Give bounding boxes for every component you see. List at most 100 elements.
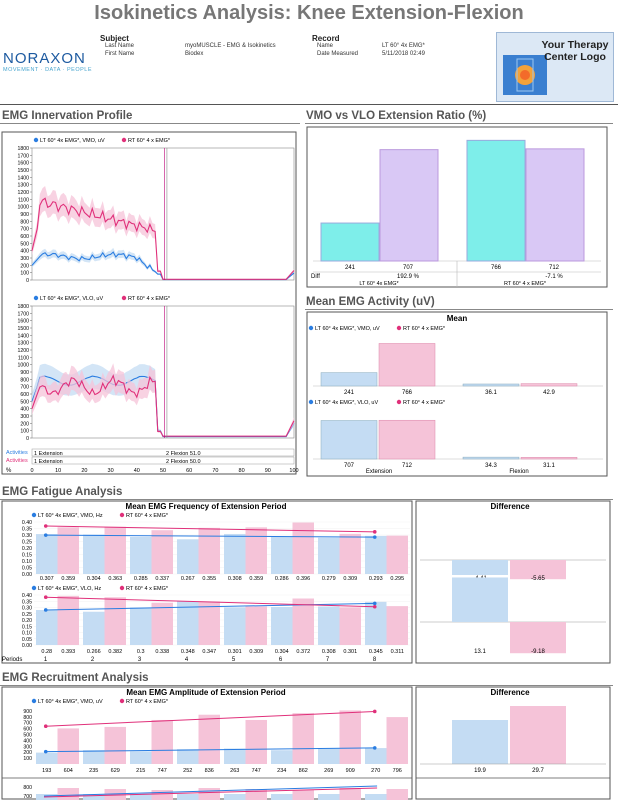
activity-rt-ext: 1 Extension	[34, 459, 63, 465]
fatigue-value-rt: 0.295	[390, 576, 404, 582]
recruit-value-lt: 263	[230, 768, 239, 774]
fatigue-y-label: 0.40	[22, 520, 32, 526]
y-tick-label: 500	[20, 241, 29, 247]
legend-lt-vlo: LT 60° 4x EMG*, VLO, uV	[40, 296, 103, 302]
y-tick-label: 300	[20, 414, 29, 420]
y-tick-label: 800	[20, 219, 29, 225]
recruit-bar-lt	[318, 748, 340, 764]
recruit2-bar-rt	[245, 789, 267, 800]
y-tick-label: 200	[20, 263, 29, 269]
fatigue-bar-rt	[57, 527, 79, 574]
recruit-y-label: 700	[23, 721, 32, 727]
knee-image-icon	[503, 55, 547, 95]
fatigue-bar-rt	[57, 595, 79, 645]
lt-recruit-trend-end	[372, 746, 377, 750]
fatigue-legend-lt-dot-2	[31, 585, 37, 591]
fatigue-value-rt: 0.311	[391, 649, 404, 655]
recruit-bar-lt	[36, 752, 58, 764]
ratio-diff: -7.1 %	[545, 274, 563, 280]
brand-tagline: MOVEMENT · DATA · PEOPLE	[3, 67, 93, 73]
fatigue-value-lt: 0.348	[181, 649, 195, 655]
recruit-bar-lt	[130, 751, 152, 764]
mean-bar-label: 34.3	[485, 463, 497, 469]
recruit-value-lt: 270	[371, 768, 380, 774]
fatigue-value-rt: 0.337	[155, 576, 169, 582]
subject-val-lastname: myoMUSCLE - EMG & Isokinetics	[185, 43, 276, 49]
brand-logo: NORAXON MOVEMENT · DATA · PEOPLE	[3, 50, 95, 73]
fatigue-bar-rt	[104, 526, 126, 574]
y-tick-label: 1600	[17, 319, 29, 325]
fatigue-bar-lt	[177, 601, 199, 645]
x-tick-label: 10	[55, 468, 61, 474]
mean-bar-label: 712	[402, 463, 413, 469]
recruit2-bar-rt	[339, 788, 361, 800]
recruitment-legend-rt: RT 60° 4 x EMG*	[126, 699, 169, 705]
diff-bar	[452, 577, 508, 622]
fatigue-bar-lt	[224, 533, 246, 574]
fatigue-legend-lt-dot	[31, 512, 37, 518]
x-tick-label: 80	[239, 468, 245, 474]
ratio-value-vmo: 241	[345, 265, 356, 271]
x-tick-label: 50	[160, 468, 166, 474]
mean-subtitle: Mean	[447, 314, 468, 323]
mean-bar	[378, 419, 436, 460]
rt-recruit-trend	[45, 710, 375, 727]
fatigue-y-label: 0.20	[22, 546, 32, 552]
mean-bar	[520, 457, 578, 460]
ratio-value-vlo: 712	[549, 265, 560, 271]
fatigue-y-label: 0.10	[22, 631, 32, 637]
fatigue-value-lt: 0.308	[322, 649, 336, 655]
recruit2-bar-rt	[386, 789, 408, 800]
record-val-date: 5/11/2018 02:49	[382, 51, 425, 57]
fatigue-value-lt: 0.304	[87, 576, 101, 582]
y-tick-label: 1000	[17, 363, 29, 369]
record-block: Record Name LT 60° 4x EMG* Date Measured…	[312, 34, 482, 59]
recruit2-bar-rt	[104, 789, 126, 800]
recruit2-bar-rt	[198, 788, 220, 800]
fatigue-value-lt: 0.286	[275, 576, 289, 582]
lt-recruit-trend-start	[43, 749, 48, 754]
y-tick-label: 0	[26, 278, 29, 284]
lt-recruit-trend	[45, 747, 375, 753]
legend-rt: RT 60° 4 x EMG*	[128, 138, 171, 144]
y-tick-label: 400	[20, 407, 29, 413]
fatigue-y-label: 0.40	[22, 593, 32, 599]
recruitment-chart-title: Mean EMG Amplitude of Extension Period	[126, 688, 285, 697]
legend-lt-dot	[33, 137, 39, 143]
recruit-value-lt: 193	[42, 768, 51, 774]
recruit2-lt-trend	[43, 785, 378, 797]
record-heading: Record	[312, 34, 340, 43]
y-tick-label: 400	[20, 249, 29, 255]
diff-value: -9.18	[531, 649, 545, 655]
fatigue-bar-rt	[245, 527, 267, 574]
y-tick-label: 1100	[18, 355, 29, 361]
fatigue-underline	[0, 499, 613, 500]
fatigue-value-rt: 0.363	[108, 576, 122, 582]
recruit-value-rt: 629	[111, 768, 120, 774]
innervation-heading: EMG Innervation Profile	[2, 110, 133, 122]
recruit2-bar-lt	[83, 794, 105, 800]
recruit-diff-value: 29.7	[532, 768, 544, 774]
vmo-profile-plot: 1800170016001500140013001200110010009008…	[17, 146, 295, 284]
activities-rt-bar	[31, 456, 295, 465]
fatigue-bar-lt	[177, 539, 199, 574]
recruit-bar-rt	[104, 726, 126, 764]
mean-legend-vlo: LT 60° 4x EMG*, VLO, uV	[315, 400, 378, 406]
recruitment-diff-title: Difference	[490, 688, 530, 697]
x-tick-label: 40	[134, 468, 140, 474]
fatigue-bar-rt	[104, 597, 126, 645]
mean-cat-ext: Extension	[366, 469, 392, 475]
mean-cat-flex: Flexion	[509, 469, 528, 475]
fatigue-bar-lt	[271, 536, 293, 574]
mean-bar-label: 36.1	[485, 390, 497, 396]
fatigue-value-lt: 0.304	[275, 649, 289, 655]
recruit-value-rt: 747	[252, 768, 261, 774]
fatigue-y-label: 0.35	[22, 527, 32, 533]
ratio-group-name: RT 60° 4 x EMG*	[504, 281, 547, 287]
fatigue-y-label: 0.00	[22, 572, 32, 578]
mean-bar	[462, 383, 520, 387]
lt-profile-line	[31, 251, 295, 281]
fatigue-y-label: 0.30	[22, 533, 32, 539]
fatigue-bar-lt	[318, 537, 340, 574]
y-tick-label: 1700	[17, 153, 29, 159]
